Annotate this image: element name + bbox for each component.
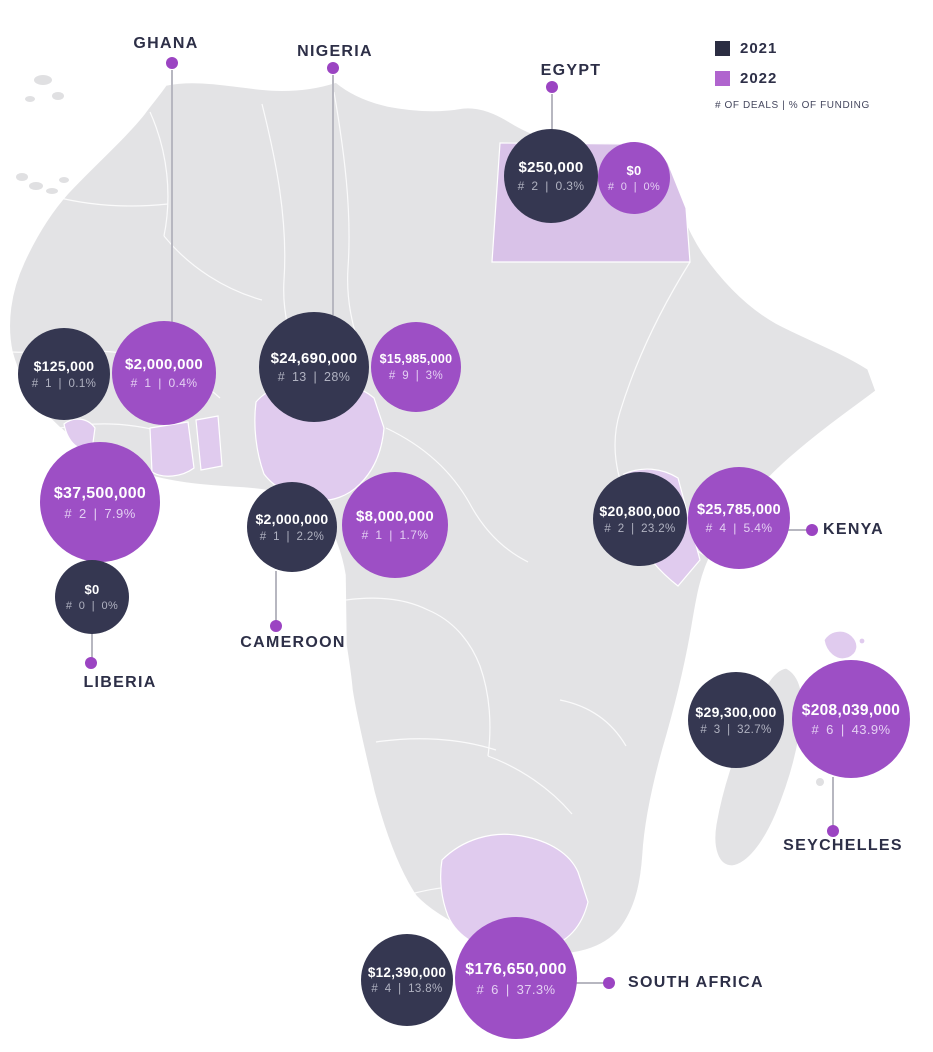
bubble-seychelles-2021: $29,300,000 # 3 | 32.7% <box>688 672 784 768</box>
funding-amount: $2,000,000 <box>124 355 204 373</box>
highlight-seychelles-islet <box>858 637 866 645</box>
highlight-south-africa <box>440 833 589 953</box>
atlantic-islands <box>16 75 824 786</box>
nigeria-connector-line <box>332 75 334 315</box>
funding-amount: $2,000,000 <box>255 511 329 528</box>
ghana-connector-line <box>171 70 173 326</box>
country-label-south-africa: SOUTH AFRICA <box>628 974 764 991</box>
bubble-kenya-2022: $25,785,000 # 4 | 5.4% <box>688 467 790 569</box>
deals-and-share: # 0 | 0% <box>65 600 119 613</box>
deals-and-share: # 6 | 37.3% <box>476 981 556 997</box>
legend-swatch-2022 <box>715 71 730 86</box>
bubble-ghana-2022: $2,000,000 # 1 | 0.4% <box>112 321 216 425</box>
highlight-seychelles <box>823 630 858 660</box>
funding-amount: $12,390,000 <box>367 964 447 980</box>
funding-amount: $0 <box>84 581 100 597</box>
funding-amount: $37,500,000 <box>53 484 147 502</box>
country-label-nigeria: NIGERIA <box>297 43 373 60</box>
deals-and-share: # 1 | 1.7% <box>361 528 429 543</box>
funding-amount: $25,785,000 <box>697 501 781 518</box>
bubble-egypt-2022: $0 # 0 | 0% <box>598 142 670 214</box>
deals-and-share: # 2 | 7.9% <box>64 505 136 521</box>
bubble-liberia-2021: $0 # 0 | 0% <box>55 560 129 634</box>
deals-and-share: # 3 | 32.7% <box>700 723 772 736</box>
funding-amount: $125,000 <box>33 358 95 375</box>
cameroon-connector-dot <box>270 620 282 632</box>
highlight-ghana <box>149 421 195 477</box>
egypt-connector-line <box>551 94 553 132</box>
bubble-cameroon-2022: $8,000,000 # 1 | 1.7% <box>342 472 448 578</box>
nigeria-connector-dot <box>327 62 339 74</box>
deals-and-share: # 4 | 5.4% <box>705 521 773 536</box>
bubble-nigeria-2021: $24,690,000 # 13 | 28% <box>259 312 369 422</box>
deals-and-share: # 1 | 0.4% <box>130 376 198 391</box>
country-label-cameroon: CAMEROON <box>240 634 346 651</box>
deals-and-share: # 6 | 43.9% <box>811 722 891 738</box>
funding-amount: $176,650,000 <box>465 960 567 978</box>
legend-item-2021: 2021 <box>715 40 870 57</box>
deals-and-share: # 0 | 0% <box>607 181 661 194</box>
legend-swatch-2021 <box>715 41 730 56</box>
legend: 2021 2022 # OF DEALS | % OF FUNDING <box>715 40 870 111</box>
country-label-kenya: KENYA <box>823 521 885 538</box>
liberia-connector-dot <box>85 657 97 669</box>
bubble-egypt-2021: $250,000 # 2 | 0.3% <box>504 129 598 223</box>
seychelles-connector-line <box>832 777 834 826</box>
legend-label-2022: 2022 <box>740 70 778 87</box>
funding-amount: $15,985,000 <box>379 352 453 367</box>
funding-amount: $208,039,000 <box>801 701 901 719</box>
funding-amount: $0 <box>626 162 642 178</box>
ghana-connector-dot <box>166 57 178 69</box>
kenya-connector-dot <box>806 524 818 536</box>
cameroon-connector-line <box>275 571 277 621</box>
deals-and-share: # 1 | 2.2% <box>259 530 325 543</box>
bubble-cameroon-2021: $2,000,000 # 1 | 2.2% <box>247 482 337 572</box>
bubble-nigeria-2022: $15,985,000 # 9 | 3% <box>371 322 461 412</box>
country-label-liberia: LIBERIA <box>83 674 157 691</box>
legend-note: # OF DEALS | % OF FUNDING <box>715 100 870 111</box>
country-label-egypt: EGYPT <box>540 62 602 79</box>
funding-amount: $8,000,000 <box>355 507 435 525</box>
bubble-south-africa-2022: $176,650,000 # 6 | 37.3% <box>455 917 577 1039</box>
funding-amount: $20,800,000 <box>599 503 681 520</box>
kenya-connector-line <box>781 529 807 531</box>
funding-amount: $24,690,000 <box>270 349 358 367</box>
deals-and-share: # 4 | 13.8% <box>371 983 443 996</box>
egypt-connector-dot <box>546 81 558 93</box>
bubble-liberia-2022: $37,500,000 # 2 | 7.9% <box>40 442 160 562</box>
liberia-connector-line <box>91 633 93 659</box>
seychelles-connector-dot <box>827 825 839 837</box>
deals-and-share: # 13 | 28% <box>277 370 351 385</box>
legend-label-2021: 2021 <box>740 40 778 57</box>
funding-amount: $29,300,000 <box>695 704 777 721</box>
funding-amount: $250,000 <box>518 158 584 176</box>
south-africa-connector-line <box>571 982 604 984</box>
bubble-ghana-2021: $125,000 # 1 | 0.1% <box>18 328 110 420</box>
deals-and-share: # 2 | 0.3% <box>517 179 585 194</box>
bubble-seychelles-2022: $208,039,000 # 6 | 43.9% <box>792 660 910 778</box>
country-label-seychelles: SEYCHELLES <box>783 837 903 854</box>
deals-and-share: # 9 | 3% <box>388 369 444 382</box>
bubble-south-africa-2021: $12,390,000 # 4 | 13.8% <box>361 934 453 1026</box>
country-label-ghana: GHANA <box>133 35 199 52</box>
bubble-kenya-2021: $20,800,000 # 2 | 23.2% <box>593 472 687 566</box>
highlight-benin-strip <box>195 415 223 471</box>
legend-item-2022: 2022 <box>715 70 870 87</box>
deals-and-share: # 1 | 0.1% <box>31 377 97 390</box>
deals-and-share: # 2 | 23.2% <box>604 522 676 535</box>
south-africa-connector-dot <box>603 977 615 989</box>
